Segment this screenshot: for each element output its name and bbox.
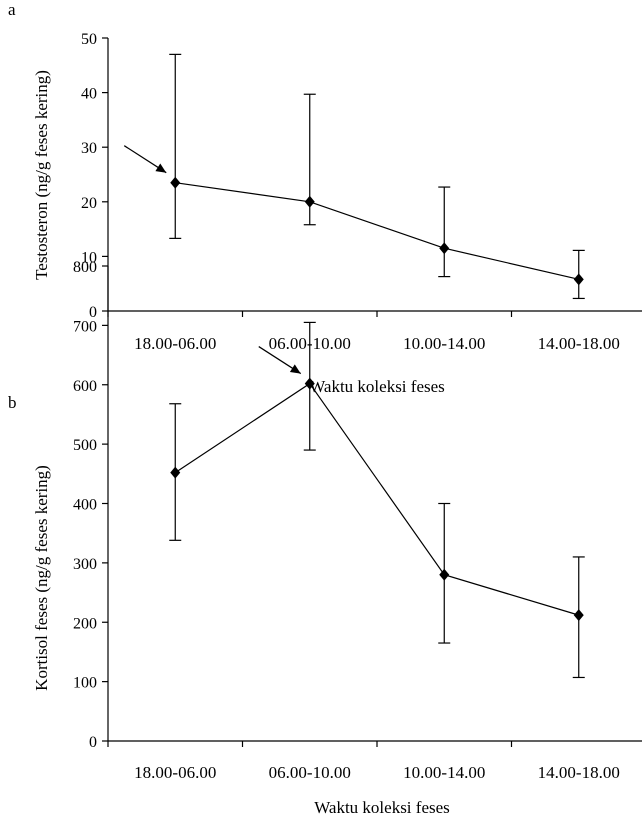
data-point-a (573, 273, 584, 286)
y-tick-label-a: 30 (81, 140, 97, 157)
y-tick-label-b: 700 (73, 318, 97, 335)
data-point-a (304, 195, 315, 208)
y-tick-label-b: 500 (73, 437, 97, 454)
panel-label-b: b (8, 393, 17, 412)
x-tick-label-b: 18.00-06.00 (134, 763, 216, 782)
y-tick-label-a: 20 (81, 195, 97, 212)
y-tick-label-b: 600 (73, 378, 97, 395)
y-tick-label-b: 800 (73, 259, 97, 276)
x-tick-label-a: 14.00-18.00 (538, 334, 620, 353)
arrow-annotation-a (123, 145, 167, 174)
x-axis-title-a: Waktu koleksi feses (309, 377, 445, 396)
y-tick-label-b: 300 (73, 556, 97, 573)
y-tick-label-a: 50 (81, 31, 97, 48)
y-tick-label-a: 10 (81, 249, 97, 266)
x-tick-label-a: 18.00-06.00 (134, 334, 216, 353)
plot-area-b: 0 100 200 300 400 500 600 700 800 18.00-06.00 06.0… (73, 259, 642, 782)
y-tick-label-b: 0 (89, 734, 97, 751)
chart-b: b 0 100 200 300 400 500 600 700 800 18.00-06.00 06… (8, 259, 642, 817)
y-tick-label-a: 0 (89, 304, 97, 321)
data-point-b (573, 609, 584, 622)
x-tick-label-a: 10.00-14.00 (403, 334, 485, 353)
x-axis-title-b: Waktu koleksi feses (314, 798, 450, 817)
data-point-a (439, 242, 450, 255)
panel-label-a: a (8, 0, 16, 19)
series-line-a (175, 182, 579, 280)
data-point-b (439, 568, 450, 581)
y-tick-label-b: 100 (73, 675, 97, 692)
y-axis-title-a: Testosteron (ng/g feses kering) (32, 70, 51, 280)
series-line-b (174, 382, 579, 616)
data-point-a (170, 176, 181, 189)
x-tick-label-b: 10.00-14.00 (403, 763, 485, 782)
y-tick-label-a: 40 (81, 86, 97, 103)
x-tick-label-b: 06.00-10.00 (269, 763, 351, 782)
error-bar-a (169, 53, 182, 239)
x-tick-label-b: 14.00-18.00 (538, 763, 620, 782)
error-bar-a (438, 186, 451, 278)
y-axis-title-b: Kortisol feses (ng/g feses kering) (32, 465, 51, 691)
y-tick-label-b: 400 (73, 497, 97, 514)
arrow-annotation-b (258, 346, 302, 375)
data-point-b (170, 466, 181, 479)
y-tick-label-b: 200 (73, 615, 97, 632)
data-point-b (304, 377, 315, 390)
